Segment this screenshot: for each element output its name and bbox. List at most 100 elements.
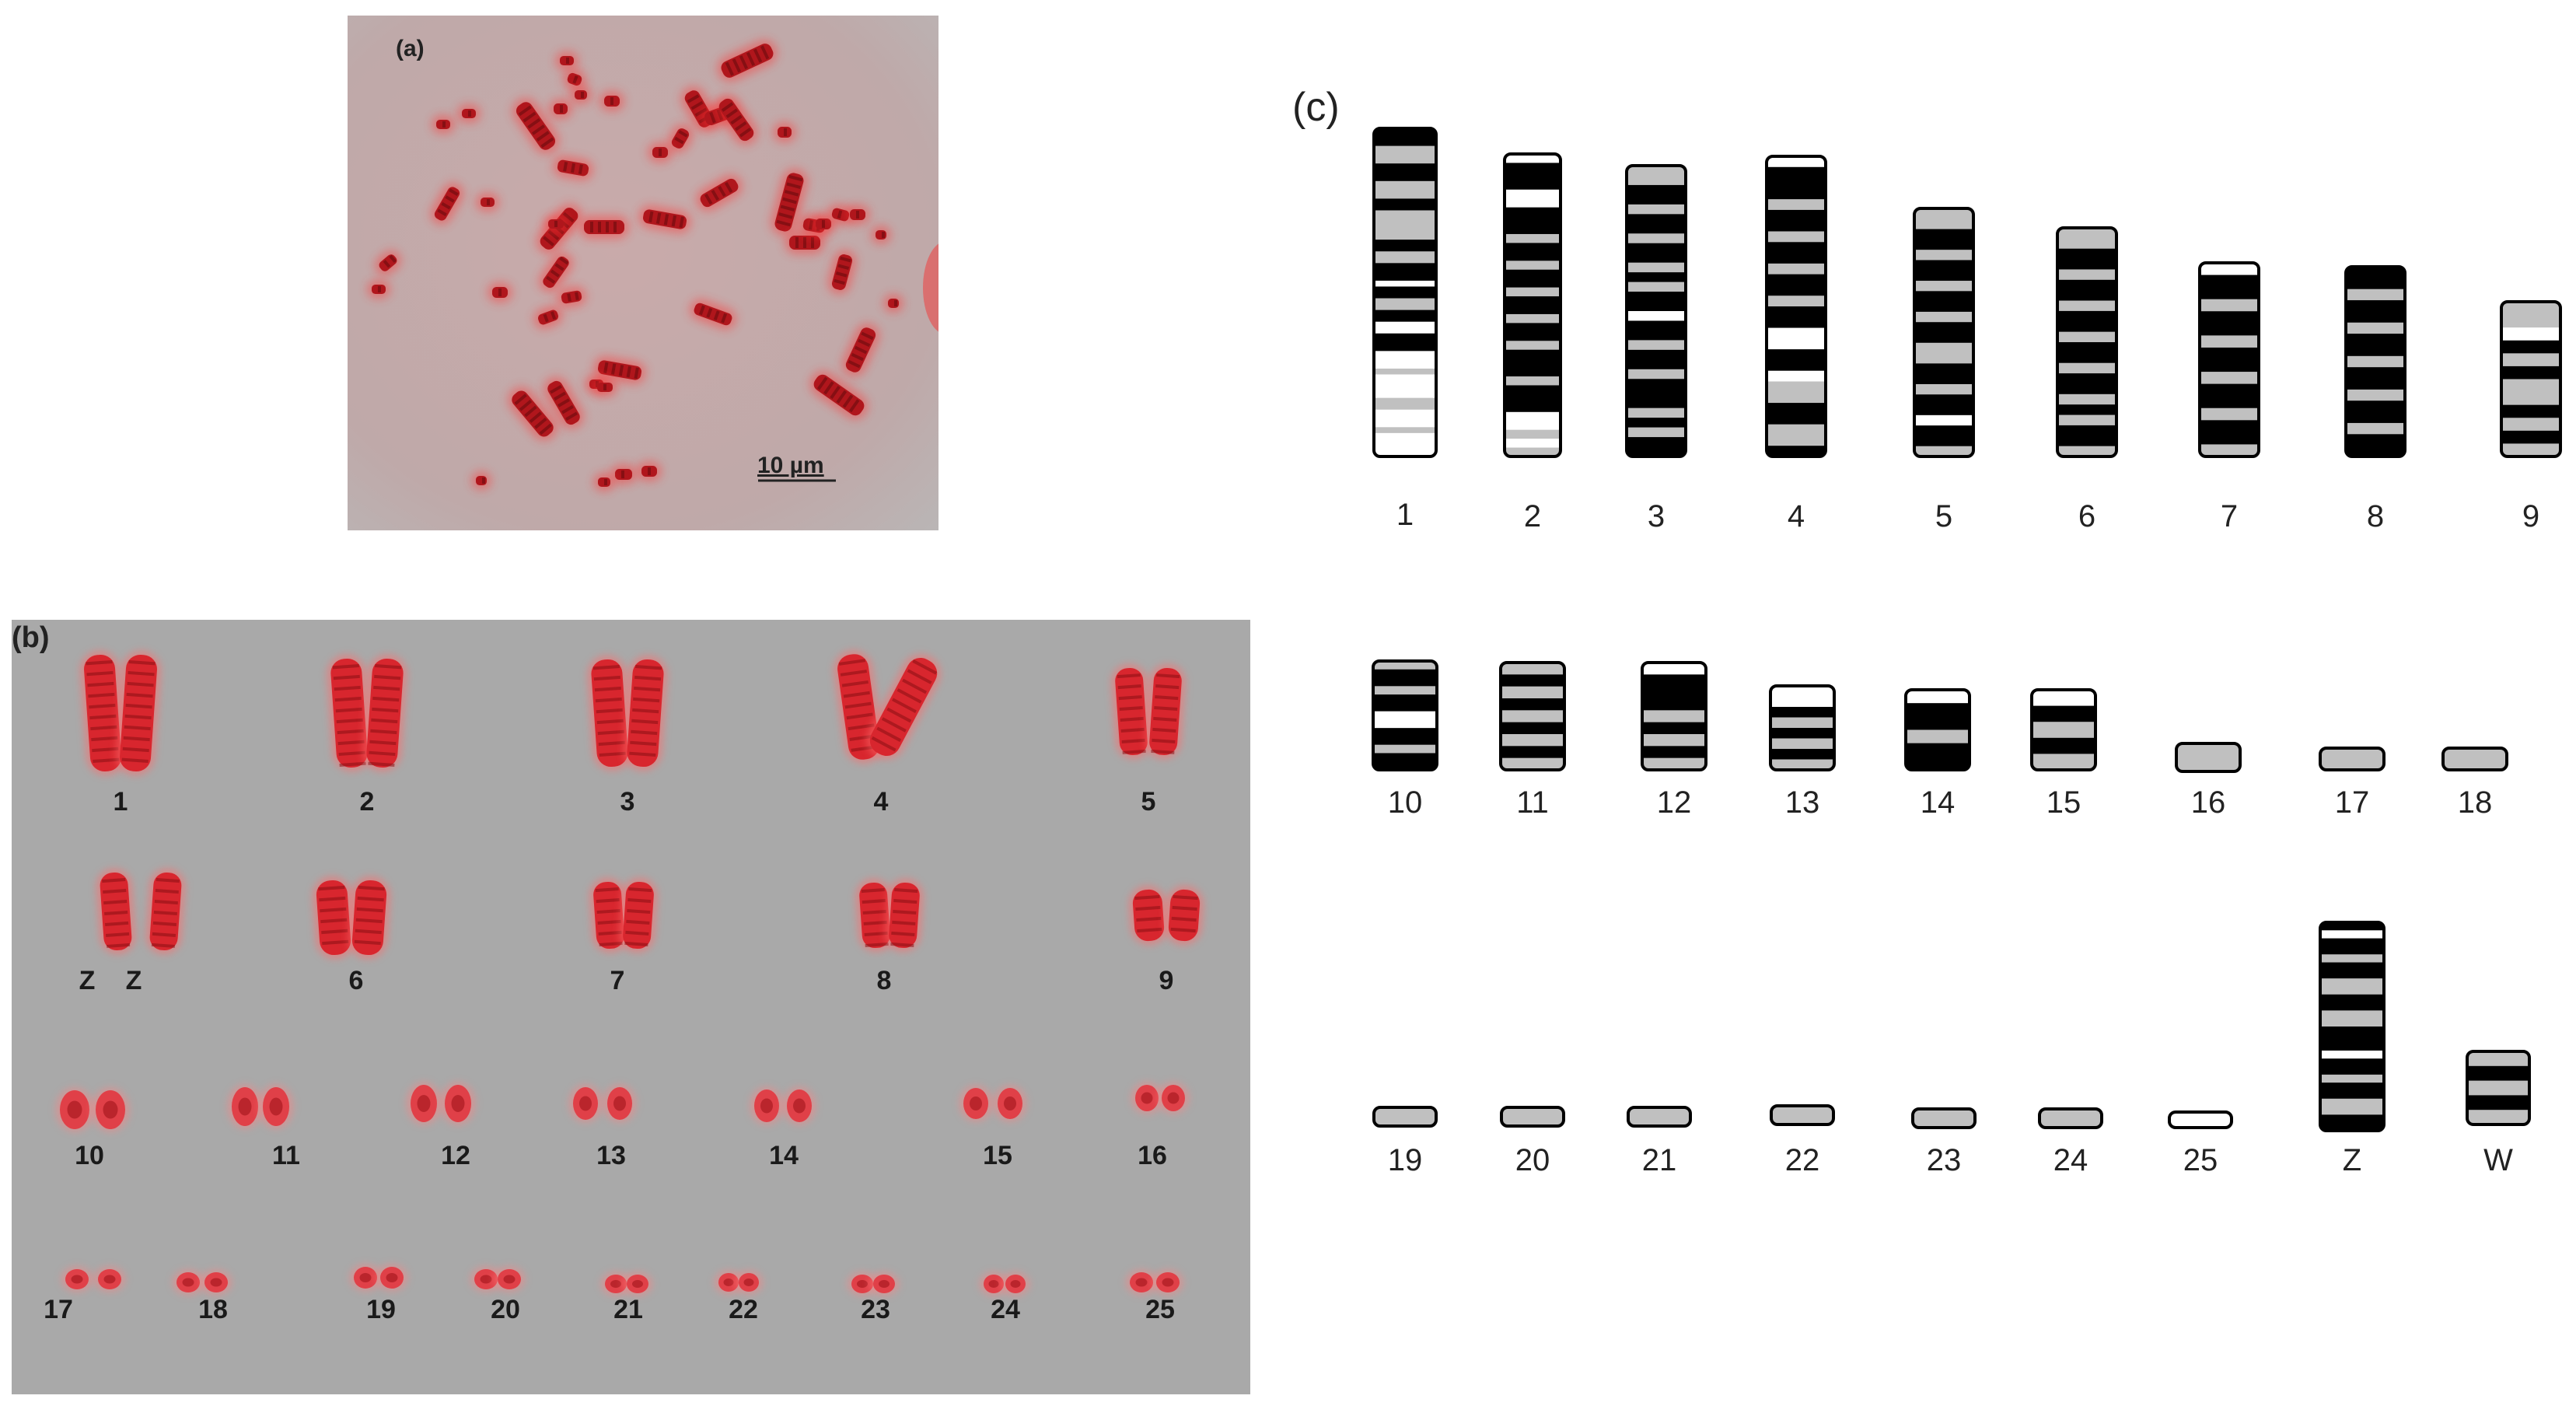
ideogram-band (2346, 400, 2405, 424)
karyotype-label: 1 (113, 787, 128, 817)
ideogram-band (1627, 369, 1686, 379)
ideogram-band (1374, 432, 1436, 456)
ideogram-chromosome (2466, 1050, 2531, 1126)
scale-bar-label: 10 µm (757, 453, 824, 478)
ideogram-label: 22 (1784, 1143, 1820, 1177)
ideogram-band (2467, 1065, 2529, 1082)
ideogram-label: 15 (2046, 785, 2081, 820)
ideogram-band (2320, 938, 2384, 955)
ideogram-band (1505, 269, 1561, 289)
spread-chromosome (593, 473, 615, 491)
karyotype-chromosome (348, 876, 390, 959)
ideogram-band (1913, 1109, 1975, 1128)
ideogram-band (1373, 728, 1437, 746)
karyotype-label: 24 (991, 1295, 1020, 1324)
spread-chromosome (457, 104, 481, 123)
karyotype-label: 2 (359, 787, 375, 817)
ideogram-band (2032, 754, 2095, 770)
ideogram-label: 14 (1920, 785, 1956, 820)
ideogram-band (1505, 154, 1561, 163)
karyotype-label: Z (79, 966, 96, 995)
ideogram-band (2320, 1074, 2384, 1083)
ideogram-band (2320, 994, 2384, 1011)
ideogram-label: 18 (2457, 785, 2493, 820)
ideogram-band (1374, 145, 1436, 164)
spread-chromosome (610, 464, 637, 484)
ideogram-band (2032, 722, 2095, 739)
spread-chromosome (696, 174, 743, 212)
ideogram-band (1374, 374, 1436, 399)
ideogram-band (2169, 1112, 2232, 1128)
spread-chromosome (717, 39, 778, 82)
ideogram-band (1627, 407, 1686, 418)
ideogram-label: 19 (1387, 1143, 1423, 1177)
ideogram-band (1627, 282, 1686, 292)
ideogram-band (2057, 269, 2116, 281)
ideogram-band (2200, 263, 2259, 276)
ideogram-band (1374, 286, 1436, 299)
spread-chromosome (512, 98, 560, 154)
karyotype-label: 19 (366, 1295, 396, 1324)
spread-chromosome (845, 205, 870, 225)
ideogram-band (1767, 403, 1826, 425)
karyotype-label: 17 (44, 1295, 73, 1324)
spread-chromosome (563, 68, 586, 90)
ideogram-chromosome (2038, 1107, 2103, 1129)
ideogram-label: 16 (2190, 785, 2226, 820)
karyotype-pair (848, 1272, 899, 1296)
ideogram-band (1767, 381, 1826, 404)
spread-chromosome (538, 252, 574, 292)
karyotype-pair (601, 1272, 652, 1296)
ideogram-chromosome (1500, 1106, 1565, 1128)
ideogram-band (2057, 248, 2116, 270)
karyotype-label: 18 (198, 1295, 228, 1324)
ideogram-chromosome (2441, 747, 2508, 771)
ideogram-band (1906, 743, 1970, 770)
ideogram-band (1627, 204, 1686, 215)
ideogram-chromosome (2319, 921, 2386, 1132)
ideogram-band (1767, 231, 1826, 243)
ideogram-label: 7 (2220, 499, 2239, 533)
ideogram-band (1627, 243, 1686, 264)
karyotype-label: 6 (348, 966, 364, 995)
ideogram-band (2346, 422, 2405, 435)
panel-a-label: (a) (396, 36, 425, 61)
spread-chromosome (883, 294, 904, 313)
ideogram-band (2320, 1010, 2384, 1027)
spread-chromosome (570, 86, 592, 104)
ideogram-chromosome (1372, 1106, 1438, 1128)
ideogram-band (2467, 1095, 2529, 1110)
karyotype-label: 20 (491, 1295, 520, 1324)
ideogram-band (2501, 443, 2560, 456)
ideogram-band (1627, 184, 1686, 205)
ideogram-label: 6 (2078, 499, 2096, 533)
ideogram-band (1374, 427, 1436, 434)
ideogram-band (1374, 251, 1436, 264)
ideogram-band (1374, 198, 1436, 211)
ideogram-band (1627, 427, 1686, 438)
ideogram-band (2200, 444, 2259, 456)
ideogram-band (2346, 434, 2405, 456)
spread-chromosome (579, 215, 629, 239)
karyotype-pair (173, 1270, 232, 1295)
ideogram-band (1642, 746, 1706, 759)
ideogram-band (1627, 320, 1686, 341)
karyotype-label: 15 (983, 1141, 1012, 1170)
ideogram-band (2032, 705, 2095, 722)
karyotype-label: 13 (596, 1141, 626, 1170)
karyotype-pair (228, 1085, 293, 1128)
metaphase-spread-image (348, 16, 938, 530)
ideogram-label: 1 (1396, 498, 1414, 532)
ideogram-band (2346, 389, 2405, 401)
ideogram-band (1374, 397, 1436, 411)
ideogram-label: 20 (1515, 1143, 1550, 1177)
ideogram-band (1501, 674, 1564, 687)
ideogram-chromosome (1503, 152, 1562, 458)
panel-b-label: (b) (12, 621, 50, 654)
ideogram-band (1505, 313, 1561, 324)
karyotype-label: 12 (441, 1141, 470, 1170)
ideogram-band (1914, 446, 1973, 456)
ideogram-band (1374, 240, 1436, 252)
karyotype-pair (61, 1267, 125, 1292)
spread-chromosome (771, 168, 808, 236)
